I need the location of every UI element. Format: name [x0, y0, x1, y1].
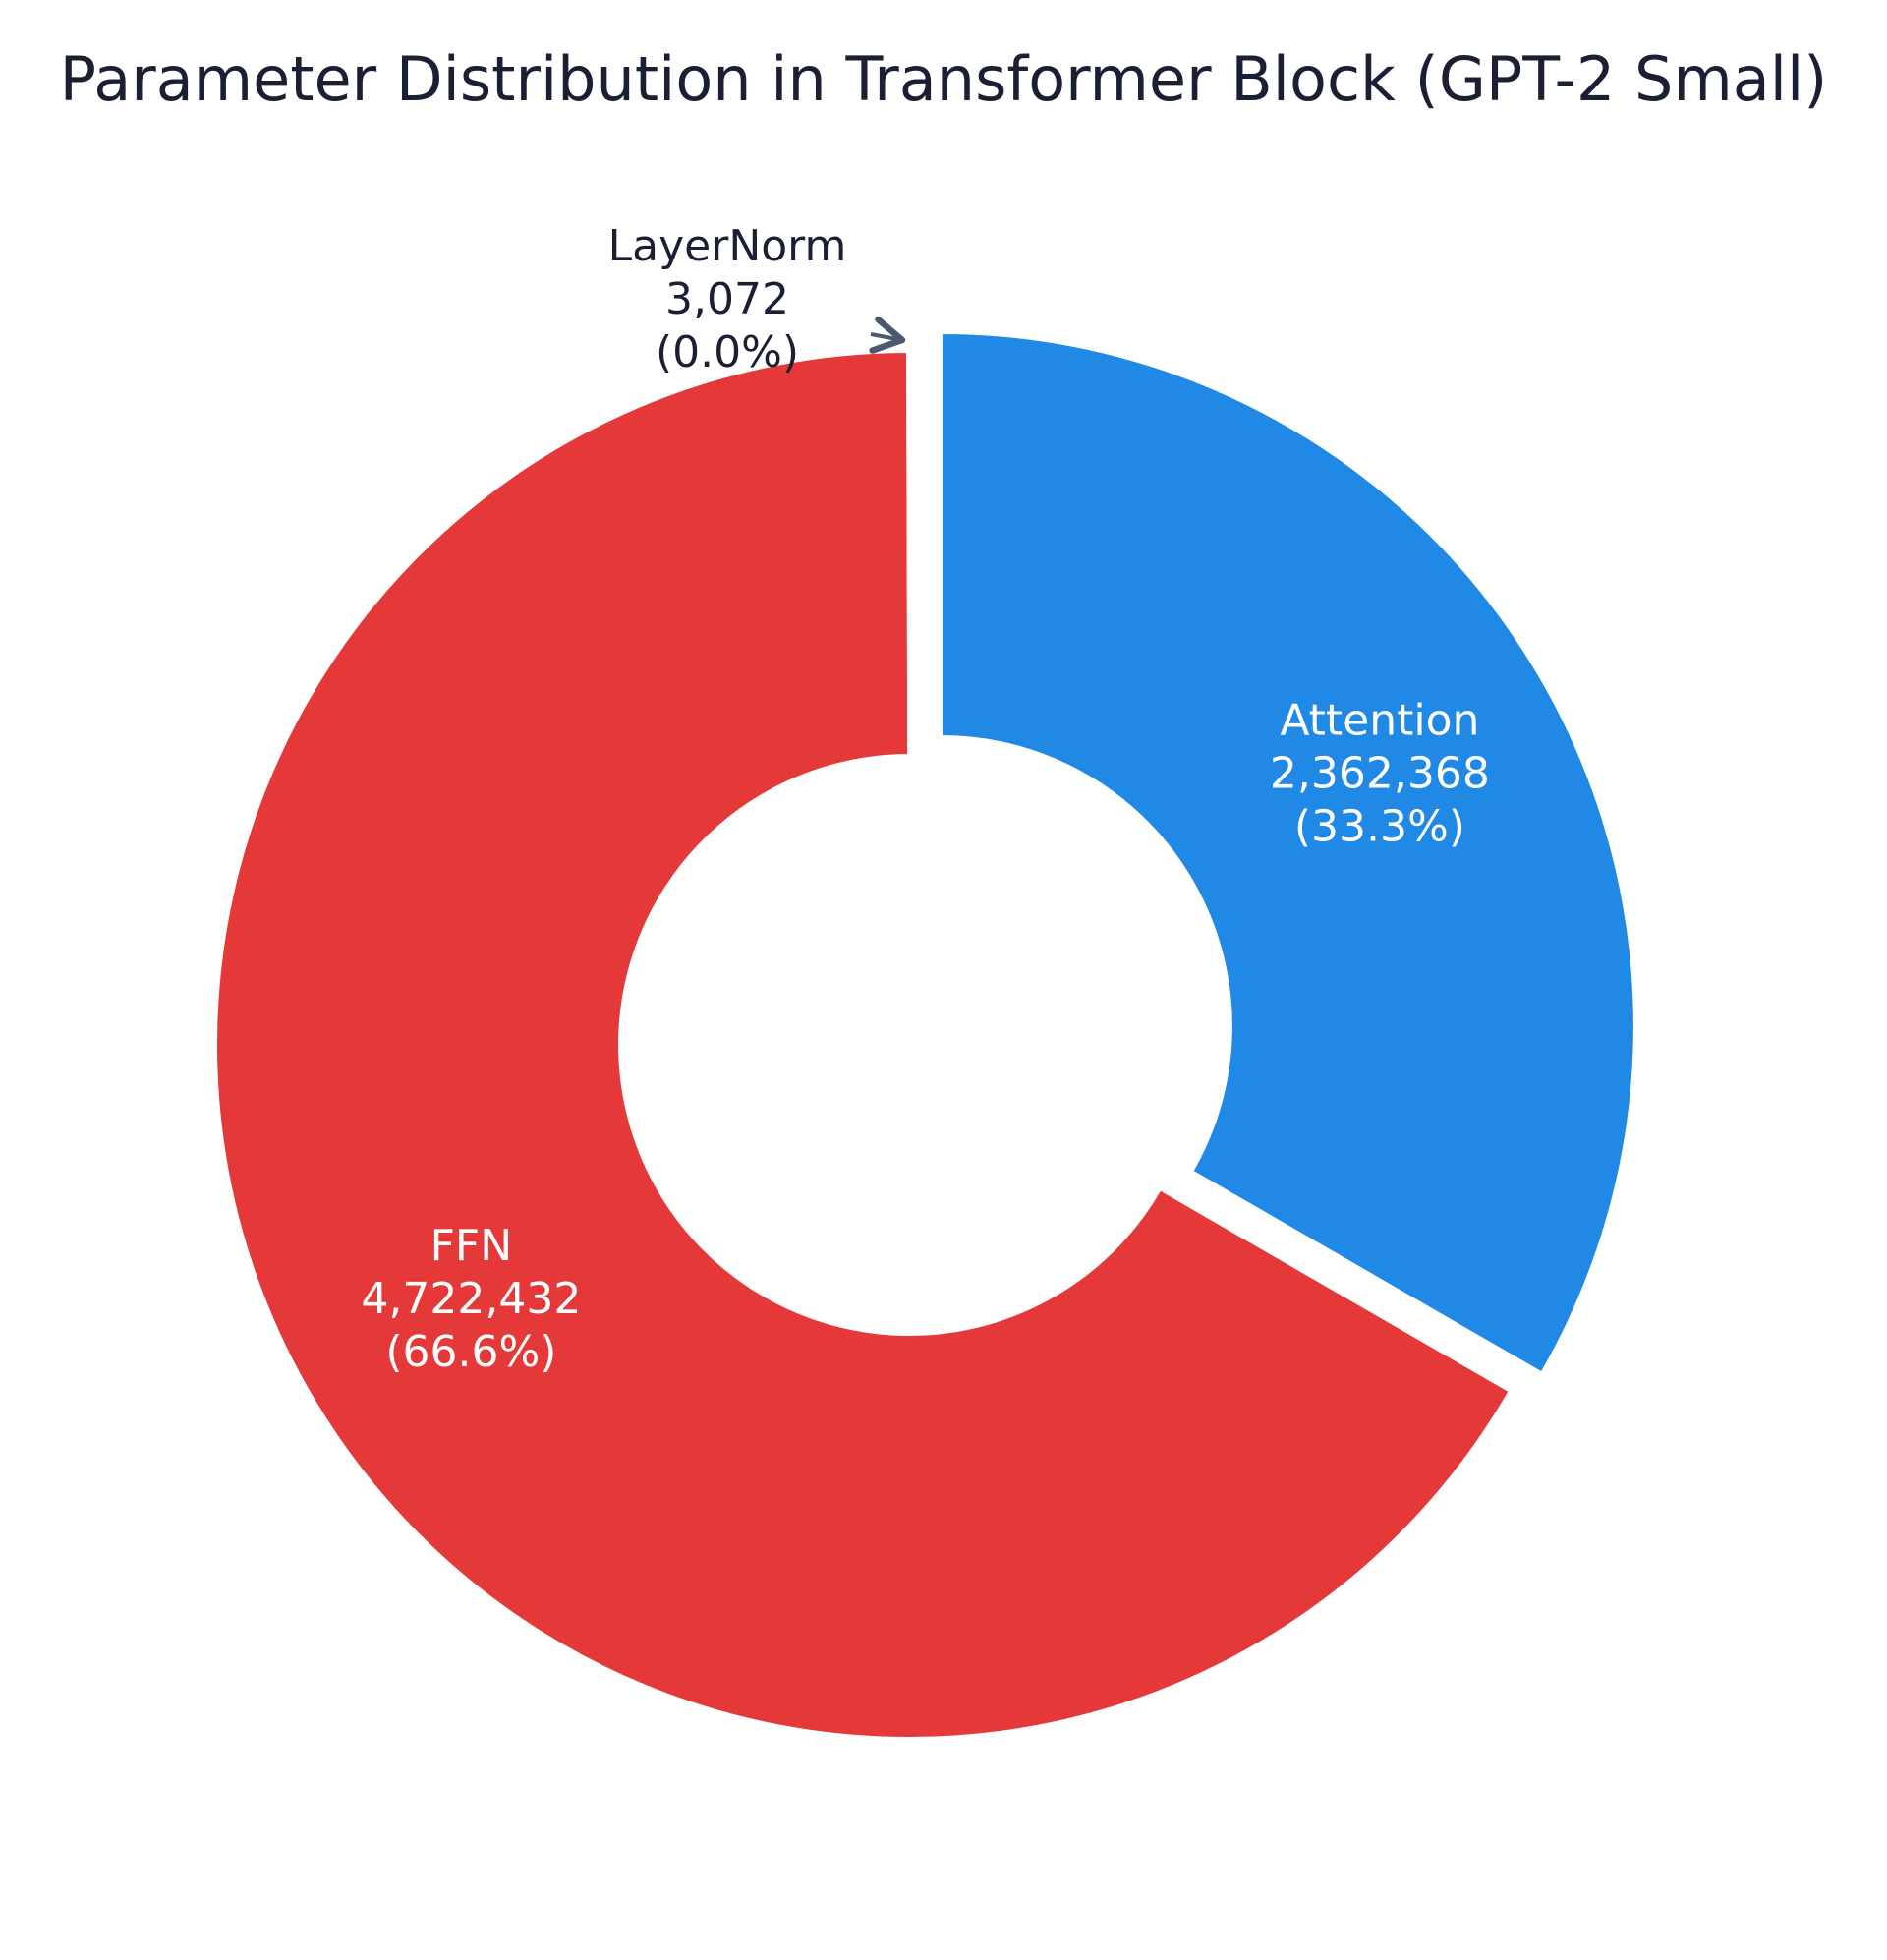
slice-layernorm-value: 3,072	[665, 274, 789, 324]
slice-attention[interactable]	[940, 331, 1635, 1374]
slices-layer	[215, 331, 1635, 1739]
layernorm-pointer-arrow	[869, 316, 906, 354]
slice-attention-label: Attention	[1280, 695, 1479, 745]
slice-attention-percent: (33.3%)	[1294, 801, 1465, 851]
slice-ffn-label: FFN	[430, 1221, 513, 1271]
slice-attention-value: 2,362,368	[1270, 748, 1490, 798]
slice-ffn-percent: (66.6%)	[385, 1327, 556, 1377]
slice-ffn[interactable]	[215, 350, 1511, 1739]
chart-title: Parameter Distribution in Transformer Bl…	[60, 43, 1828, 115]
slice-layernorm-label: LayerNorm	[608, 221, 847, 271]
slice-layernorm[interactable]	[906, 350, 910, 757]
slice-ffn-value: 4,722,432	[361, 1274, 581, 1324]
slice-layernorm-percent: (0.0%)	[656, 327, 799, 377]
